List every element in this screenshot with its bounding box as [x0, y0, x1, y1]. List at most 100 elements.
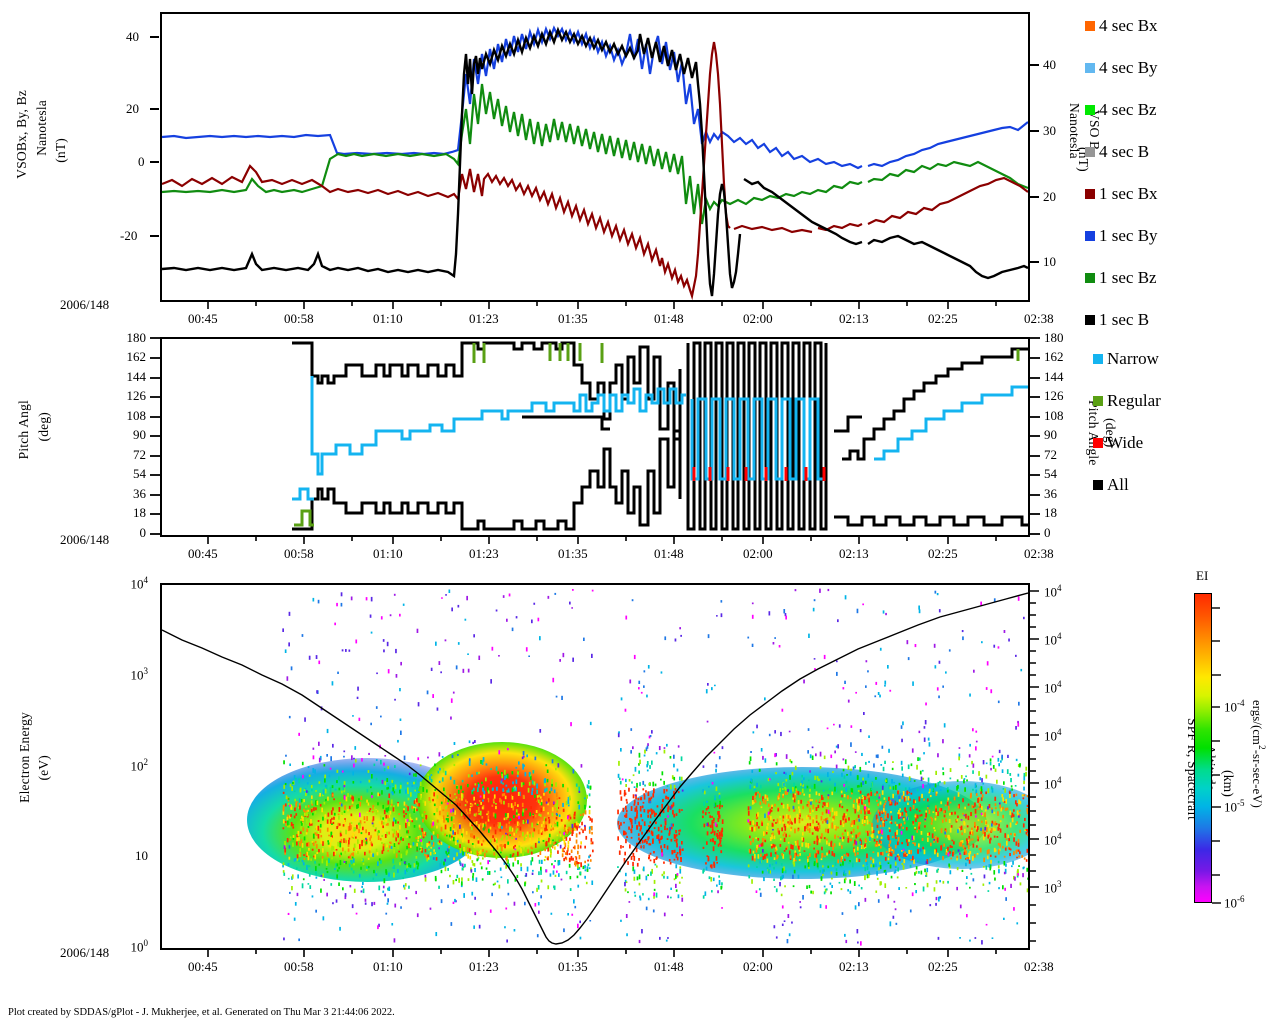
pitch-r-ytick-54: 54 — [1044, 466, 1057, 481]
spec-xtick-6: 02:00 — [743, 959, 773, 974]
legend-swatch-4sec-bx — [1085, 21, 1095, 31]
legend-item-6[interactable]: 1 sec Bz — [1085, 268, 1157, 288]
legend-item-2[interactable]: 4 sec Bz — [1085, 100, 1157, 120]
mag-left-axis-title-line2: Nanotesla — [34, 100, 49, 156]
series-Regular-top — [472, 343, 604, 363]
series-All-right-lower — [834, 515, 1028, 527]
pitch-xtick-4: 01:35 — [558, 546, 588, 561]
series-Regular-left — [294, 509, 314, 527]
footer-credit: Plot created by SDDAS/gPlot - J. Mukherj… — [8, 1007, 395, 1018]
pitch-xtick-3: 01:23 — [469, 546, 499, 561]
magB-ytick-mark-20 — [1030, 196, 1039, 198]
mag-xtick-7: 02:13 — [839, 311, 869, 326]
pitch-ytick-90: 90 — [133, 427, 146, 442]
pitch-ytick-36: 36 — [133, 486, 146, 501]
spec-right-axis-title-line3: (km) — [1221, 770, 1236, 798]
legend-item-4[interactable]: 1 sec Bx — [1085, 184, 1158, 204]
legend-swatch-4sec-bz — [1085, 105, 1095, 115]
legend-label-0: 4 sec Bx — [1099, 16, 1158, 35]
spectrogram-speckle — [282, 588, 1028, 946]
legend-label-6: 1 sec Bz — [1099, 268, 1157, 287]
spec-xtick-3: 01:23 — [469, 959, 499, 974]
spec-ytick-1e3: 103 — [130, 666, 149, 683]
legend-swatch-all — [1093, 480, 1103, 490]
legend-item-11[interactable]: All — [1093, 475, 1129, 495]
pitch-left-axis-title-line2: (deg) — [36, 412, 51, 442]
mag-xtick-0: 00:45 — [188, 311, 218, 326]
legend-label-9: Regular — [1107, 391, 1161, 410]
pitch-xtick-1: 00:58 — [284, 546, 314, 561]
spec-xaxis-labels: 00:45 00:58 01:10 01:23 01:35 01:48 02:0… — [160, 959, 1054, 977]
spec-xtick-1: 00:58 — [284, 959, 314, 974]
legend-swatch-wide — [1093, 438, 1103, 448]
pitch-ytick-144: 144 — [126, 369, 147, 384]
legend-item-1[interactable]: 4 sec By — [1085, 58, 1158, 78]
mag-xaxis-ticks — [160, 302, 1030, 310]
series-Narrow-chaotic — [690, 397, 824, 481]
pitch-ytick-54: 54 — [133, 466, 146, 481]
pitch-xtick-2: 01:10 — [373, 546, 403, 561]
spec-r-ytick-1: 104 — [1044, 631, 1062, 648]
spec-r-ytick-2: 104 — [1044, 679, 1062, 696]
legend-item-3[interactable]: 4 sec B — [1085, 142, 1149, 162]
colorbar-units-label: ergs/(cm2-sr-sec-eV) — [1250, 700, 1268, 808]
legend-item-8[interactable]: Narrow — [1093, 349, 1159, 369]
pitch-r-ytick-180: 180 — [1044, 330, 1064, 345]
mag-left-axis-title-line3: (nT) — [53, 138, 68, 163]
colorbar — [1194, 593, 1212, 903]
spectrogram-plot-frame — [160, 583, 1030, 950]
legend-item-9[interactable]: Regular — [1093, 391, 1161, 411]
spec-xtick-8: 02:25 — [928, 959, 958, 974]
pitch-xtick-0: 00:45 — [188, 546, 218, 561]
pitch-right-axis-title-line1: Pitch Angle — [1086, 400, 1101, 466]
colorbar-tick-1e-5: 10-5 — [1224, 798, 1245, 815]
legend-item-5[interactable]: 1 sec By — [1085, 226, 1158, 246]
pitch-r-ytick-90: 90 — [1044, 427, 1057, 442]
mag-xtick-9: 02:38 — [1024, 311, 1054, 326]
legend-swatch-4sec-by — [1085, 63, 1095, 73]
magB-ytick-40: 40 — [1043, 57, 1056, 72]
legend-label-7: 1 sec B — [1099, 310, 1150, 329]
pitch-xaxis-labels: 00:45 00:58 01:10 01:23 01:35 01:48 02:0… — [160, 546, 1054, 564]
pitch-r-ytick-72: 72 — [1044, 447, 1057, 462]
legend-label-3: 4 sec B — [1099, 142, 1150, 161]
mag-xtick-5: 01:48 — [654, 311, 684, 326]
legend-item-0[interactable]: 4 sec Bx — [1085, 16, 1158, 36]
pitch-date-label: 2006/148 — [60, 532, 110, 547]
spacecraft-altitude-trace — [162, 592, 1028, 945]
legend-label-11: All — [1107, 475, 1129, 494]
magnetic-field-canvas — [162, 25, 1028, 300]
mag-xaxis-tick-svg — [207, 302, 997, 309]
spec-xtick-2: 01:10 — [373, 959, 403, 974]
legend-item-7[interactable]: 1 sec B — [1085, 310, 1149, 330]
colorbar-tick-1e-6: 10-6 — [1224, 894, 1245, 911]
colorbar-tick-1e-4: 10-4 — [1224, 698, 1245, 715]
spec-xaxis-ticks — [160, 950, 1030, 958]
series-Wide — [692, 467, 826, 481]
mag-ytick--20: -20 — [120, 228, 138, 243]
mag-ytick-20: 20 — [126, 101, 139, 116]
spec-xtick-9: 02:38 — [1024, 959, 1054, 974]
series-All-mid — [522, 415, 610, 431]
legend-item-10[interactable]: Wide — [1093, 433, 1143, 453]
legend-swatch-1sec-by — [1085, 231, 1095, 241]
series-All-right-mid — [834, 415, 862, 433]
magB-ytick-mark-40 — [1030, 64, 1039, 66]
spec-xaxis-tick-svg — [207, 950, 997, 957]
legend-swatch-1sec-bz — [1085, 273, 1095, 283]
pitch-xtick-6: 02:00 — [743, 546, 773, 561]
spec-ytick-1e4: 104 — [130, 575, 149, 592]
legend-swatch-1sec-bx — [1085, 189, 1095, 199]
magnetic-field-plot-frame — [160, 12, 1030, 302]
series-Narrow-left-low — [292, 487, 314, 501]
pitch-xtick-7: 02:13 — [839, 546, 869, 561]
series-All-right-upper — [842, 347, 1028, 461]
spec-xtick-4: 01:35 — [558, 959, 588, 974]
pitch-ytick-108: 108 — [126, 408, 147, 423]
pitch-r-ytick-144: 144 — [1044, 369, 1064, 384]
pitch-ytick-126: 126 — [126, 388, 147, 403]
pitch-left-ticks: 180 162 144 126 108 90 72 54 36 18 0 — [108, 330, 160, 540]
pitch-ytick-180: 180 — [126, 330, 147, 345]
legend-swatch-1sec-b — [1085, 315, 1095, 325]
spectrogram-canvas — [162, 588, 1028, 946]
